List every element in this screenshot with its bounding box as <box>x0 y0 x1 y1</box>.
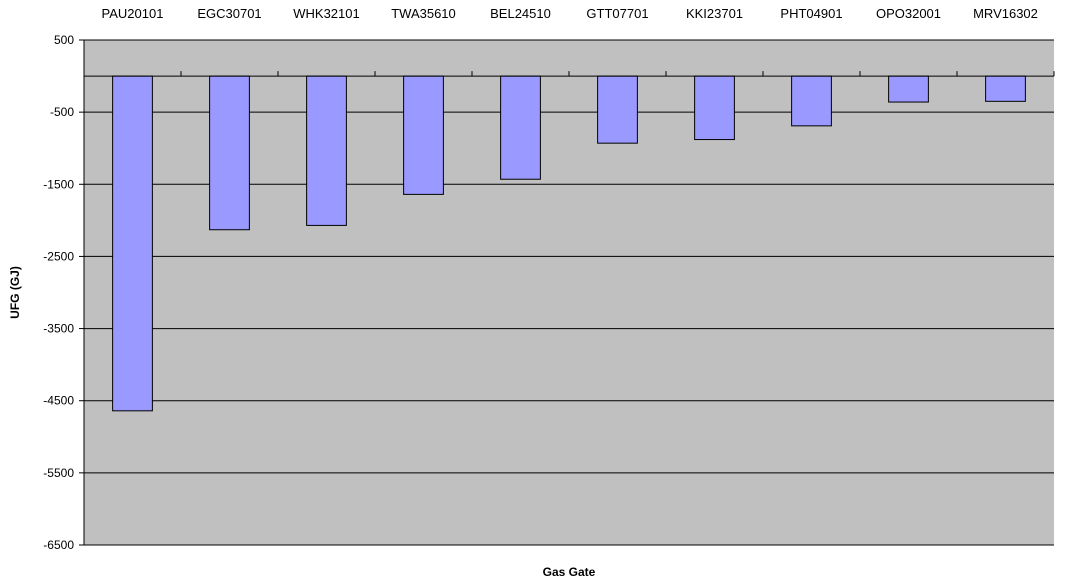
x-tick-label: OPO32001 <box>876 6 941 21</box>
bars <box>112 75 1026 412</box>
x-tick-label: EGC30701 <box>197 6 261 21</box>
x-tick-label: PAU20101 <box>102 6 164 21</box>
y-tick-label: -2500 <box>43 249 74 263</box>
x-tick-label: MRV16302 <box>973 6 1038 21</box>
bar <box>985 75 1026 102</box>
x-tick-label: PHT04901 <box>780 6 842 21</box>
y-tick-labels: -6500 -5500 -4500 -3500 -2500 -1500 -500 500 <box>43 33 74 552</box>
x-tick-labels: PAU20101 EGC30701 WHK32101 TWA35610 BEL24510… <box>102 6 1038 21</box>
bar <box>888 75 929 103</box>
y-tick-label: -4500 <box>43 394 74 408</box>
y-tick-label: -5500 <box>43 466 74 480</box>
y-axis-label: UFG (GJ) <box>8 266 22 319</box>
x-tick-label: KKI23701 <box>686 6 743 21</box>
bar <box>597 75 638 144</box>
y-tick-label: -3500 <box>43 322 74 336</box>
x-tick-label: BEL24510 <box>490 6 551 21</box>
axes <box>79 39 1055 546</box>
x-tick-label: WHK32101 <box>293 6 359 21</box>
bar <box>403 75 444 195</box>
x-tick-label: GTT07701 <box>586 6 648 21</box>
y-tick-label: 500 <box>54 33 74 47</box>
y-tick-label: -500 <box>50 105 74 119</box>
bar <box>694 75 735 141</box>
bar <box>306 75 347 226</box>
bar <box>112 75 153 412</box>
y-tick-label: -1500 <box>43 177 74 191</box>
y-tick-label: -6500 <box>43 538 74 552</box>
bar <box>209 75 250 231</box>
bar <box>791 75 832 127</box>
x-axis-label: Gas Gate <box>543 565 596 579</box>
gridlines <box>84 39 1054 474</box>
x-tick-label: TWA35610 <box>391 6 456 21</box>
bar <box>500 75 541 180</box>
